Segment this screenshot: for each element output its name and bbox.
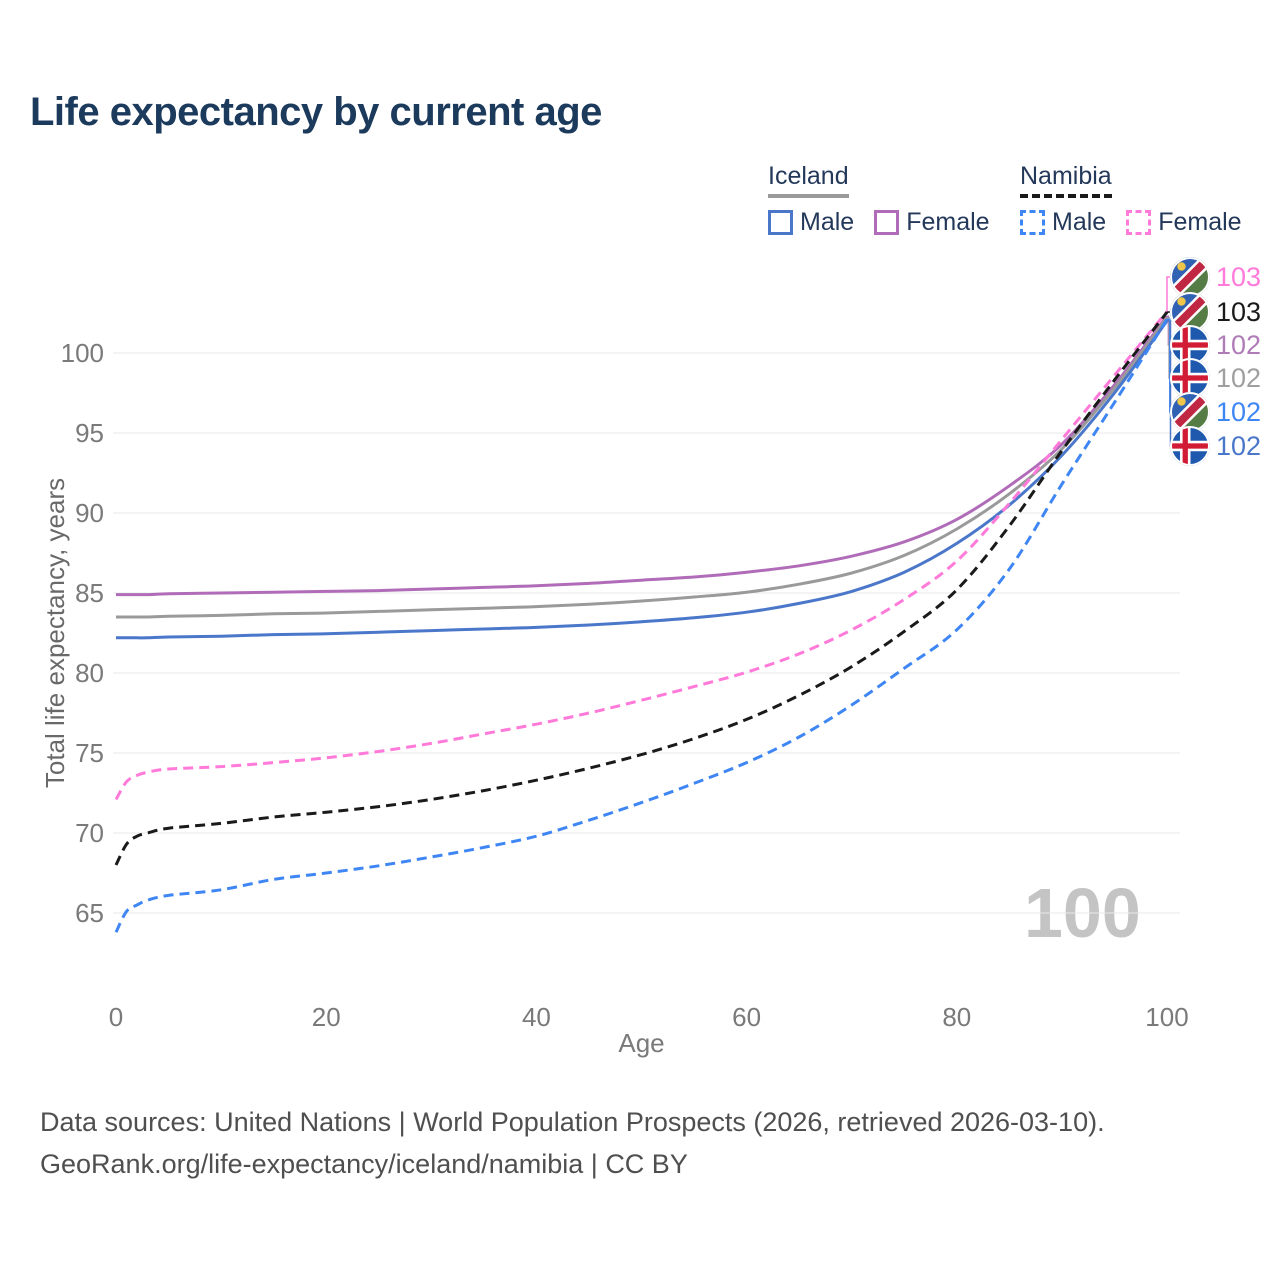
iceland-flag-icon <box>1170 325 1210 365</box>
namibia-female-label: Female <box>1158 208 1242 236</box>
y-tick-75: 75 <box>75 738 104 768</box>
end-label-namibia-total: 103 <box>1170 292 1261 332</box>
x-tick-80: 80 <box>942 1002 971 1032</box>
x-tick-20: 20 <box>312 1002 341 1032</box>
y-axis-title: Total life expectancy, years <box>40 477 70 789</box>
legend-namibia-row: Male Female <box>1020 208 1262 237</box>
namibia-flag-icon <box>1170 257 1210 297</box>
series-line-namibia-female <box>114 310 1169 801</box>
end-label-value-namibia-total: 103 <box>1216 297 1262 327</box>
legend-namibia-name: Namibia <box>1020 162 1112 190</box>
y-tick-90: 90 <box>75 498 104 528</box>
end-label-value-namibia-female: 103 <box>1216 262 1262 292</box>
end-label-iceland-male: 102 <box>1170 426 1261 466</box>
series-line-iceland-female <box>115 315 1169 597</box>
x-axis-title: Age <box>618 1028 665 1058</box>
end-label-value-iceland-total: 102 <box>1216 363 1262 393</box>
iceland-flag-icon <box>1170 426 1210 466</box>
x-tick-60: 60 <box>732 1002 761 1032</box>
attribution-text: GeoRank.org/life-expectancy/iceland/nami… <box>40 1149 688 1179</box>
end-label-iceland-female: 102 <box>1170 325 1261 365</box>
y-tick-65: 65 <box>75 898 104 928</box>
y-tick-95: 95 <box>75 418 104 448</box>
namibia-flag-icon <box>1170 292 1210 332</box>
series-line-iceland-total <box>116 316 1169 619</box>
y-tick-70: 70 <box>75 818 104 848</box>
y-tick-80: 80 <box>75 658 104 688</box>
iceland-male-swatch <box>768 210 793 235</box>
end-label-namibia-male: 102 <box>1170 392 1261 432</box>
x-tick-0: 0 <box>109 1002 123 1032</box>
series-line-namibia-male <box>114 318 1169 933</box>
namibia-male-label: Male <box>1052 208 1107 236</box>
x-tick-100: 100 <box>1145 1002 1188 1032</box>
end-label-value-iceland-male: 102 <box>1216 431 1262 461</box>
namibia-flag-icon <box>1170 392 1210 432</box>
end-label-value-namibia-male: 102 <box>1216 397 1262 427</box>
iceland-female-label: Female <box>906 208 990 236</box>
series-line-iceland-male <box>116 320 1169 640</box>
end-label-iceland-total: 102 <box>1170 358 1261 398</box>
y-tick-100: 100 <box>61 338 104 368</box>
legend-iceland-name: Iceland <box>768 162 849 190</box>
legend-iceland-header: Iceland <box>768 162 849 198</box>
y-tick-85: 85 <box>75 578 104 608</box>
legend-group-namibia: Namibia Male Female <box>1020 162 1262 237</box>
namibia-female-swatch <box>1126 210 1152 235</box>
iceland-female-swatch <box>874 210 900 235</box>
end-label-value-iceland-female: 102 <box>1216 330 1262 360</box>
life-expectancy-chart: 65 70 75 80 85 90 95 100 0 20 40 60 80 100 <box>61 276 1189 1032</box>
iceland-male-label: Male <box>800 208 855 236</box>
legend-namibia-header: Namibia <box>1020 162 1112 198</box>
end-label-namibia-female: 103 <box>1170 257 1261 297</box>
namibia-male-swatch <box>1020 210 1045 235</box>
legend-group-iceland: Iceland Male Female <box>768 162 1010 237</box>
legend-iceland-row: Male Female <box>768 208 1010 237</box>
series-line-namibia-total <box>114 311 1169 866</box>
x-tick-40: 40 <box>522 1002 551 1032</box>
page-title: Life expectancy by current age <box>30 90 602 134</box>
end-label-column: 103 103 102 102 102 102 <box>1170 0 1280 500</box>
data-sources-text: Data sources: United Nations | World Pop… <box>40 1107 1105 1137</box>
